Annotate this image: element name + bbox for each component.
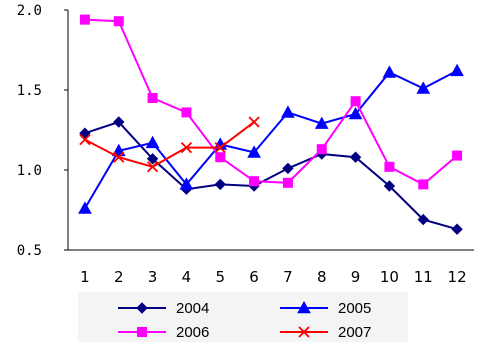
legend-marker [297,300,311,314]
data-point [247,145,261,158]
series-2006 [79,14,463,190]
data-point [450,63,464,77]
legend-marker [298,326,310,338]
legend-label: 2004 [176,300,209,317]
legend-marker [137,327,147,337]
data-point [249,176,260,187]
legend-item-2007: 2007 [280,324,371,341]
data-point [79,127,91,139]
data-point [418,179,429,190]
y-tick-label: 2.0 [17,3,42,19]
legend-box [78,292,408,342]
data-point [349,151,362,163]
x-tick-label: 6 [249,268,259,286]
y-tick-label: 0.5 [17,243,42,259]
data-point [350,96,361,107]
data-point [145,135,160,149]
data-point [281,105,295,118]
data-point [180,141,193,154]
x-axis-ticks: 1 2 3 4 5 6 7 8 9 10 11 12 [80,268,466,286]
x-tick-label: 5 [215,268,225,286]
data-point [451,223,463,235]
legend-label: 2005 [338,300,371,317]
legend-label: 2007 [338,324,371,341]
data-point [452,150,463,161]
data-point [113,151,125,163]
data-point [79,133,91,146]
data-point [417,213,429,226]
y-axis-ticks: 2.0 1.5 1.0 0.5 [17,3,68,259]
legend-item-2004: 2004 [118,300,209,317]
chart-axes [67,10,474,251]
legend-label: 2006 [176,324,209,341]
data-point [316,144,327,155]
data-point [113,116,125,128]
series-2005 [78,63,464,214]
x-tick-label: 4 [182,268,192,286]
data-point [416,81,431,94]
data-point [78,201,92,214]
x-tick-label: 7 [283,268,293,286]
x-tick-label: 10 [380,268,399,286]
x-tick-label: 1 [80,268,90,286]
data-point [282,162,294,175]
x-tick-label: 8 [317,268,327,286]
x-tick-label: 11 [414,268,433,286]
data-point [214,141,226,154]
series-line [84,18,458,186]
data-point [383,180,396,192]
data-point [314,116,329,129]
data-point [147,93,158,103]
data-point [111,143,126,157]
x-tick-label: 3 [148,268,158,286]
x-tick-label: 12 [448,268,467,286]
x-tick-label: 9 [351,268,361,286]
plot-area [78,14,464,235]
x-tick-label: 2 [114,268,124,286]
legend: 2004 2005 2006 2007 [78,292,408,342]
series-line [84,69,458,209]
y-tick-label: 1.0 [17,163,42,179]
data-point [214,178,226,191]
data-point [282,177,293,188]
data-point [146,153,159,165]
data-point [79,14,90,25]
series-2004 [79,116,463,235]
data-point [384,161,395,172]
legend-item-2006: 2006 [118,324,209,341]
series-line [84,121,255,168]
data-point [179,177,194,190]
data-point [113,16,124,27]
y-tick-label: 1.5 [17,83,42,99]
series-2007 [79,116,260,173]
legend-item-2005: 2005 [280,300,371,317]
data-point [248,116,260,128]
data-point [181,107,192,118]
data-point [146,161,159,173]
data-point [215,152,226,163]
data-point [348,106,363,120]
data-point [382,65,397,78]
legend-marker [136,302,148,314]
series-line [84,120,458,231]
